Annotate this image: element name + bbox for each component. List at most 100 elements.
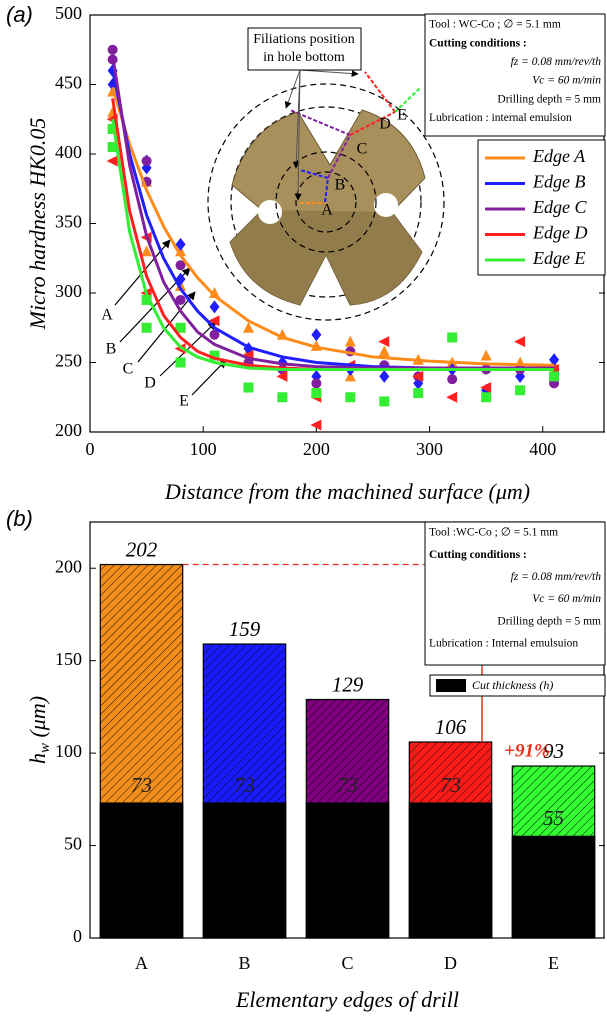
y-label-subscript: w [37,743,53,753]
info-text: fz = 0.08 mm/rev/th [511,571,602,583]
data-point [446,391,458,403]
info-text: Cutting conditions : [429,37,527,49]
x-tick-label: B [238,953,250,973]
curve-label: B [106,341,117,358]
drill-label: B [335,177,346,194]
data-point [107,44,118,55]
y-tick-label: 100 [55,741,82,761]
info-box [424,521,606,666]
bar [202,802,287,939]
x-tick-label: D [444,953,457,973]
x-tick-label: 400 [529,439,556,459]
data-point [549,371,560,382]
drill-label: E [397,107,407,124]
bar [305,802,390,939]
info-text: Drilling depth = 5 mm [497,615,601,627]
data-point [141,322,152,333]
info-text: Lubrication : internal emulsion [429,112,572,124]
data-point [345,392,356,403]
data-point [175,260,186,271]
data-point [209,350,220,361]
y-tick-label: 400 [55,142,82,162]
y-label-symbol: h [25,753,50,764]
data-point [175,322,186,333]
data-point [175,237,186,251]
legend-label: Edge E [532,248,585,268]
data-point [209,300,220,314]
info-text: Lubrication : Internal emulsuion [429,637,578,649]
data-point [481,392,492,403]
data-point [378,345,390,357]
info-text: Tool : WC-Co ; ∅ = 5.1 mm [429,19,561,31]
x-tick-label: 100 [190,439,217,459]
x-tick-label: 300 [416,439,443,459]
annotation: +91% [504,740,550,761]
y-tick-label: 500 [55,3,82,23]
y-tick-label: 350 [55,212,82,232]
y-axis-label: hw (μm) [25,696,53,764]
info-text: Tool :WC-Co ; ∅ = 5.1 mm [429,527,558,539]
data-point [209,287,221,298]
data-point [344,335,356,347]
y-label-unit: (μm) [25,696,50,743]
data-point [310,419,322,431]
y-tick-label: 450 [55,73,82,93]
drill-illustration [207,69,445,321]
data-point [413,388,424,399]
legend-label: Cut thickness (h) [472,678,553,692]
drill-label: D [379,116,391,133]
bar [99,802,184,939]
drill-label: C [357,141,368,158]
data-point [311,378,322,389]
legend-label: Edge C [532,197,587,217]
legend-label: Edge A [532,146,586,166]
value-label: 55 [543,806,564,830]
info-text: fz = 0.08 mm/rev/th [511,56,602,68]
x-axis-label: Distance from the machined surface (μm) [164,479,530,504]
panel-label: (a) [6,2,33,27]
data-point [549,353,560,367]
y-tick-label: 200 [55,556,82,576]
value-label: 73 [440,773,461,797]
data-point [209,329,220,340]
x-tick-label: E [548,953,559,973]
legend-label: Edge B [532,172,585,192]
data-point [311,328,322,342]
legend-label: Edge D [532,223,587,243]
legend-box [429,674,606,697]
data-point [480,382,492,394]
data-point [447,374,458,385]
data-point [412,370,424,382]
data-point [514,336,526,348]
x-tick-label: 200 [303,439,330,459]
value-label: 202 [126,537,158,561]
callout-box [247,27,362,71]
value-label: 73 [234,773,255,797]
curve-label: D [144,375,156,392]
fit-line [111,119,555,371]
data-point [379,396,390,407]
bar [408,802,493,939]
value-label: 93 [543,739,564,763]
y-tick-label: 200 [55,420,82,440]
data-point [141,294,152,305]
data-point [175,357,186,368]
curve-label: C [123,361,134,378]
y-tick-label: 50 [64,834,82,854]
data-point [208,315,220,327]
x-tick-label: 0 [86,439,95,459]
value-label: 73 [131,773,152,797]
data-point [242,321,254,333]
data-point [107,142,118,153]
data-point [378,336,390,348]
curve-label: E [179,393,189,410]
data-point [141,245,153,257]
x-tick-label: A [135,953,148,973]
data-point [277,392,288,403]
value-label: 129 [332,672,364,696]
data-point [106,155,118,167]
info-text: Cutting conditions : [429,549,527,561]
x-tick-label: C [341,953,353,973]
callout-text: Filiations position [253,32,355,47]
value-label: 106 [435,715,467,739]
